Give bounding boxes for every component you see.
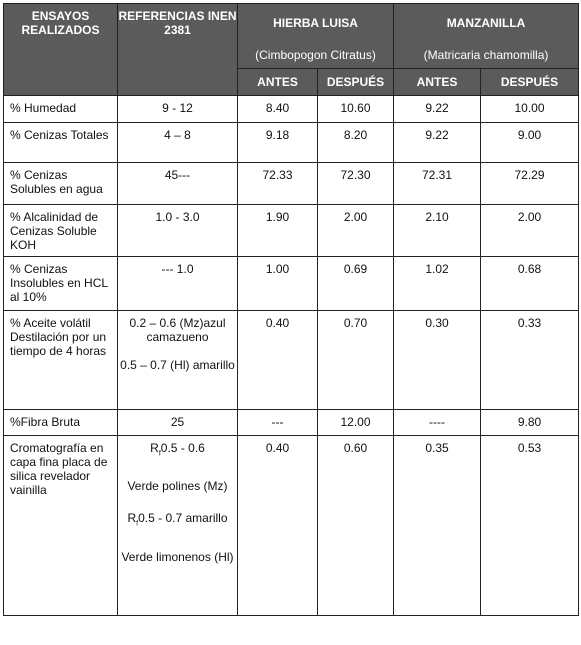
table-row: % Humedad 9 - 12 8.40 10.60 9.22 10.00	[3, 95, 580, 123]
cell-mz-antes: ----	[393, 409, 482, 436]
cell-referencia: 4 – 8	[117, 122, 238, 163]
header-referencias: REFERENCIAS INEN 2381	[117, 3, 238, 96]
header-ensayos: ENSAYOS REALIZADOS	[3, 3, 118, 96]
table-row: % Cenizas Solubles en agua 45--- 72.33 7…	[3, 162, 580, 205]
cell-mz-despues: 0.53	[480, 435, 580, 616]
referencia-verde-limonenos: Verde limonenos (Hl)	[121, 549, 234, 564]
referencia-rf-hl: Rf0.5 - 0.7 amarillo	[127, 511, 228, 528]
cell-referencia: 0.2 – 0.6 (Mz)azul camazueno 0.5 – 0.7 (…	[117, 310, 238, 410]
referencia-mz: 0.2 – 0.6 (Mz)azul camazueno	[129, 316, 226, 344]
cell-hl-despues: 72.30	[316, 162, 395, 205]
cell-hl-despues: 12.00	[316, 409, 395, 436]
cell-hl-despues: 10.60	[316, 95, 395, 123]
table-row: % Aceite volátil Destilación por un tiem…	[3, 310, 580, 410]
cell-ensayo: % Aceite volátil Destilación por un tiem…	[3, 310, 118, 410]
cell-mz-despues: 2.00	[480, 204, 580, 257]
cell-referencia: 1.0 - 3.0	[117, 204, 238, 257]
header-manzanilla: MANZANILLA	[393, 3, 580, 42]
cell-hl-despues: 8.20	[316, 122, 395, 163]
header-mz-despues: DESPUÉS	[480, 68, 580, 96]
cell-referencia: 45---	[117, 162, 238, 205]
cell-mz-antes: 0.30	[393, 310, 482, 410]
table-row: % Cenizas Totales 4 – 8 9.18 8.20 9.22 9…	[3, 122, 580, 163]
cell-hl-antes: 72.33	[237, 162, 318, 205]
cell-mz-despues: 0.33	[480, 310, 580, 410]
cell-ensayo: % Cenizas Insolubles en HCL al 10%	[3, 256, 118, 311]
table-row: Cromatografía en capa fina placa de sili…	[3, 435, 580, 616]
cell-mz-despues: 0.68	[480, 256, 580, 311]
cell-referencia: --- 1.0	[117, 256, 238, 311]
table-row: % Alcalinidad de Cenizas Soluble KOH 1.0…	[3, 204, 580, 257]
referencia-hl: 0.5 – 0.7 (Hl) amarillo	[120, 358, 235, 372]
cell-ensayo: % Cenizas Solubles en agua	[3, 162, 118, 205]
cell-hl-antes: 1.00	[237, 256, 318, 311]
table-row: %Fibra Bruta 25 --- 12.00 ---- 9.80	[3, 409, 580, 436]
results-table: ENSAYOS REALIZADOS REFERENCIAS INEN 2381…	[3, 3, 580, 616]
cell-hl-despues: 0.70	[316, 310, 395, 410]
cell-referencia: 25	[117, 409, 238, 436]
results-table-container: ENSAYOS REALIZADOS REFERENCIAS INEN 2381…	[3, 3, 580, 616]
cell-mz-despues: 72.29	[480, 162, 580, 205]
cell-mz-antes: 9.22	[393, 95, 482, 123]
cell-hl-antes: 0.40	[237, 310, 318, 410]
cell-mz-antes: 9.22	[393, 122, 482, 163]
header-mz-antes: ANTES	[393, 68, 482, 96]
referencia-rf-mz: Rf0.5 - 0.6	[150, 441, 205, 458]
cell-mz-despues: 9.80	[480, 409, 580, 436]
table-row: % Cenizas Insolubles en HCL al 10% --- 1…	[3, 256, 580, 311]
cell-mz-antes: 72.31	[393, 162, 482, 205]
cell-mz-antes: 1.02	[393, 256, 482, 311]
header-hl-antes: ANTES	[237, 68, 318, 96]
cell-hl-antes: ---	[237, 409, 318, 436]
cell-mz-despues: 9.00	[480, 122, 580, 163]
cell-ensayo: % Cenizas Totales	[3, 122, 118, 163]
cell-mz-antes: 2.10	[393, 204, 482, 257]
cell-mz-antes: 0.35	[393, 435, 482, 616]
cell-hl-antes: 8.40	[237, 95, 318, 123]
cell-hl-antes: 1.90	[237, 204, 318, 257]
cell-hl-despues: 0.60	[316, 435, 395, 616]
cell-hl-despues: 0.69	[316, 256, 395, 311]
referencia-verde-polines: Verde polines (Mz)	[127, 479, 228, 494]
cell-mz-despues: 10.00	[480, 95, 580, 123]
cell-hl-despues: 2.00	[316, 204, 395, 257]
header-manzanilla-scientific: (Matricaria chamomilla)	[393, 42, 580, 69]
cell-referencia: Rf0.5 - 0.6 Verde polines (Mz) Rf0.5 - 0…	[117, 435, 238, 616]
cell-ensayo: % Humedad	[3, 95, 118, 123]
header-hl-despues: DESPUÉS	[316, 68, 395, 96]
cell-ensayo: %Fibra Bruta	[3, 409, 118, 436]
cell-ensayo: Cromatografía en capa fina placa de sili…	[3, 435, 118, 616]
cell-ensayo: % Alcalinidad de Cenizas Soluble KOH	[3, 204, 118, 257]
header-hierba-scientific: (Cimbopogon Citratus)	[236, 42, 395, 69]
cell-hl-antes: 9.18	[237, 122, 318, 163]
header-hierba-luisa: HIERBA LUISA	[236, 3, 395, 42]
cell-hl-antes: 0.40	[237, 435, 318, 616]
cell-referencia: 9 - 12	[117, 95, 238, 123]
